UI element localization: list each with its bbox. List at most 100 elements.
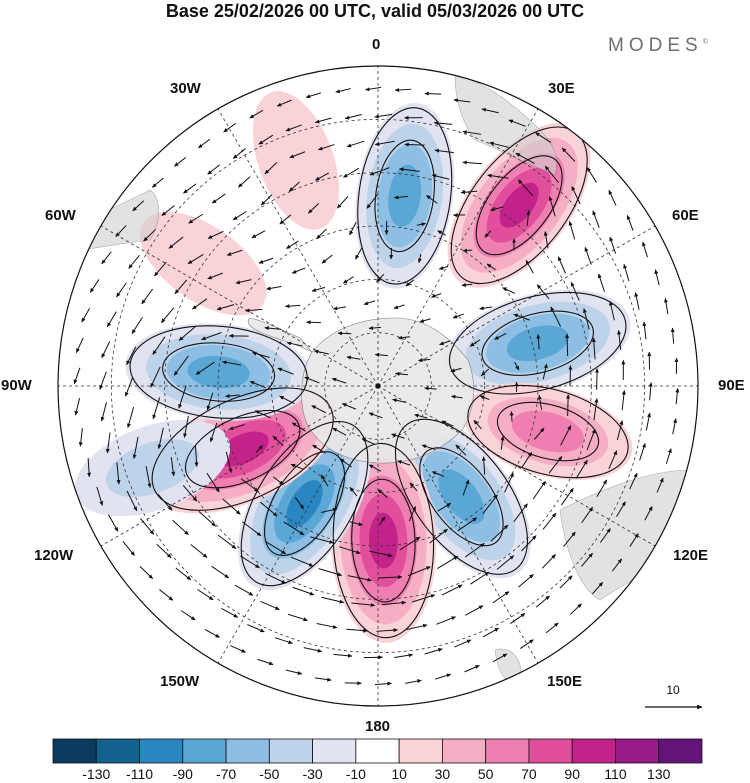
wind-vector-arrow [335,88,351,94]
wind-vector-arrow [237,176,251,188]
wind-vector-arrow [634,292,640,310]
contour-1-1 [475,155,563,256]
wind-vector-arrow [332,427,347,436]
wind-vector-arrow [364,86,382,92]
wind-vector-arrow [482,494,498,515]
contour-7-1 [184,409,301,489]
colorbar-label-12: 110 [604,766,627,782]
wind-vector-arrow [122,541,135,556]
wind-vector-arrow [557,256,566,274]
wind-vector-arrow [349,486,358,497]
wind-vector-arrow [481,456,486,475]
lon-label-90w: 90W [1,377,32,394]
wind-vector-arrow [187,253,204,265]
wind-vector-arrow [183,415,189,438]
wind-vector-arrow [321,254,333,264]
wind-vector-arrow [173,355,189,376]
wind-vector-arrow [89,279,100,293]
wind-vector-arrow [366,193,379,209]
wind-vector-arrow [321,507,338,513]
lon-label-60w: 60W [45,207,76,224]
wind-vector-arrow [257,658,274,666]
lon-label-150e: 150E [547,673,583,690]
wind-vector-arrow [152,397,161,420]
anomaly-lobe-3-level-2 [511,410,585,453]
wind-vector-arrow [141,288,154,305]
wind-vector-arrow [450,367,462,373]
wind-vector-arrow [535,595,550,608]
wind-vector-arrow [251,351,270,358]
wind-vector-arrow [260,501,278,517]
wind-vector-arrow [361,438,376,446]
wind-vector-arrow [349,521,364,526]
wind-vector-arrow [157,493,173,511]
wind-vector-arrow [536,284,550,300]
wind-vector-arrow [320,474,329,487]
wind-vector-arrow [180,610,196,621]
wind-vector-arrow [521,451,533,468]
wind-vector-arrow [201,332,222,341]
wind-vector-arrow [152,336,166,355]
wind-vector-arrow [349,221,357,236]
wind-vector-arrow [665,448,672,464]
wind-vector-arrow [279,395,295,405]
wind-vector-arrow [520,639,534,650]
wind-vector-arrow [513,313,530,321]
wind-vector-arrow [581,552,593,567]
wind-vector-arrow [494,332,507,340]
wind-vector-arrow [183,183,197,194]
wind-vector-arrow [161,205,175,217]
wind-vector-arrow [247,624,265,633]
wind-vector-arrow [206,472,220,493]
wind-vector-arrow [479,395,490,400]
wind-vector-arrow [560,487,574,506]
wind-vector-arrow [249,109,264,119]
wind-vector-arrow [279,214,292,225]
wind-vector-arrow [347,575,372,582]
wind-vectors [73,86,680,686]
lon-label-120w: 120W [34,547,74,564]
wind-vector-arrow [616,420,624,441]
wind-vector-arrow [559,575,573,589]
wind-vector-arrow [575,459,588,479]
wind-vector-arrow [405,679,422,684]
wind-vector-arrow [406,623,428,631]
wind-vector-arrow [115,225,127,237]
wind-vector-arrow [207,272,223,280]
colorbar-swatch-2 [139,738,184,764]
wind-vector-arrow [100,402,107,422]
wind-vector-arrow [223,122,237,133]
wind-vector-arrow [407,566,431,577]
wind-vector-arrow [313,349,329,355]
wind-vector-arrow [398,167,420,172]
wind-vector-arrow [405,279,415,287]
wind-vector-arrow [131,317,143,334]
wind-vector-arrow [157,427,164,450]
wind-vector-arrow [190,544,208,558]
colorbar-label-0: -130 [82,766,110,782]
wind-vector-arrow [291,267,306,274]
wind-vector-arrow [303,647,323,653]
contour-6-1 [263,451,346,556]
wind-vector-arrow [586,428,596,451]
wind-vector-arrow [464,665,480,673]
contour-3-1 [496,401,600,462]
wind-vector-arrow [480,368,490,377]
anomaly-lobe-1-level-4 [499,182,539,228]
wind-vector-arrow [397,335,411,340]
wind-vector-arrow [508,119,526,127]
colorbar-label-3: -70 [216,766,236,782]
wind-vector-arrow [285,124,302,132]
wind-vector-arrow [586,167,597,183]
wind-vector-arrow [264,162,278,175]
wind-vector-arrow [339,458,352,468]
colorbar-swatch-3 [182,738,227,764]
contour-3-0 [467,384,629,479]
wind-vector-arrow [87,457,92,478]
wind-vector-arrow [311,286,326,292]
wind-vector-arrow [355,248,362,260]
wind-vector-arrow [600,528,611,543]
colorbar-label-11: 90 [564,766,580,782]
lon-label-30e: 30E [548,80,575,97]
